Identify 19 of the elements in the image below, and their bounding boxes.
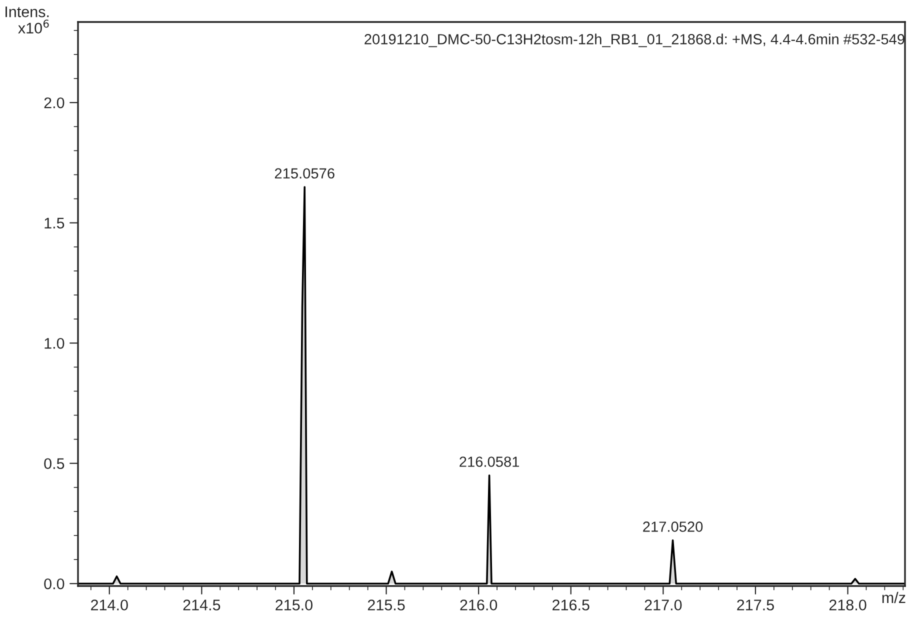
y-tick-label: 1.5 [44,218,64,229]
x-tick-label: 217.0 [644,600,682,610]
x-tick-label: 214.0 [91,600,128,610]
x-tick-label: 215.5 [368,600,405,610]
annotation: 217.0520 [643,522,703,532]
y-tick-label: 0.5 [44,458,64,470]
x-tick-label: 216.5 [552,600,590,610]
x-tick-label: 214.5 [183,600,220,610]
x-tick-label: 216.0 [460,600,498,610]
y-axis-title: Intens. x10$^{6}$ [6,6,49,34]
x-axis-title: m/z [882,592,906,604]
annotation: 216.0581 [460,456,520,467]
x-tick-label: 218.0 [829,600,866,610]
y-tick-label: 0.0 [44,578,64,590]
y-tick-label: 1.0 [44,338,64,349]
x-tick-label: 217.5 [737,600,774,610]
x-tick-label: 215.0 [276,600,312,610]
annotation: 215.0576 [274,168,334,179]
y-tick-label: 2.0 [44,97,64,108]
